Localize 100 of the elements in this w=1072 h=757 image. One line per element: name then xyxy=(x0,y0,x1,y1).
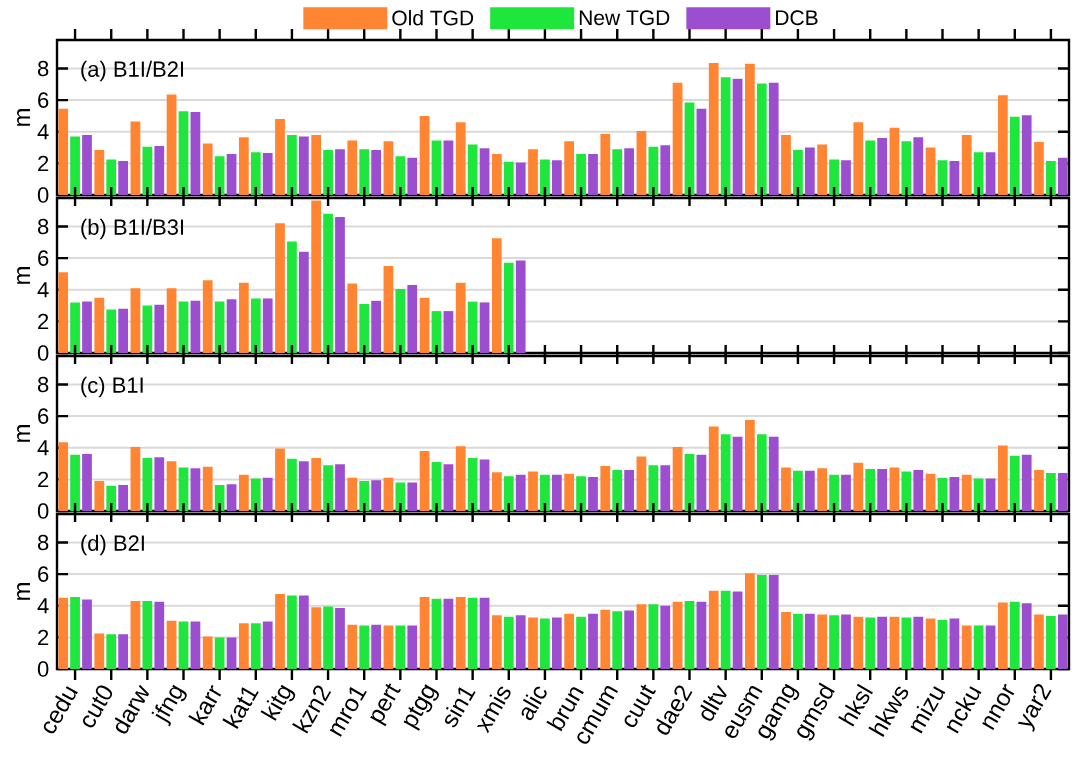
bar xyxy=(190,300,201,354)
bar xyxy=(323,465,333,512)
bar xyxy=(142,601,153,670)
bar xyxy=(226,153,237,196)
bar xyxy=(335,608,345,670)
bar xyxy=(515,615,526,670)
bar xyxy=(817,144,828,196)
bar xyxy=(865,469,876,512)
legend-label: DCB xyxy=(776,10,818,26)
bar xyxy=(166,94,177,196)
bar xyxy=(142,458,153,512)
bar xyxy=(455,446,466,512)
bar xyxy=(335,216,345,354)
bar xyxy=(82,134,92,196)
bar xyxy=(166,288,177,354)
bar xyxy=(106,159,117,196)
bar xyxy=(323,149,333,196)
bar xyxy=(311,607,322,670)
bar xyxy=(226,484,237,512)
bar xyxy=(937,619,948,670)
bar xyxy=(768,574,779,670)
bar xyxy=(528,149,538,196)
bar xyxy=(744,63,755,196)
bar xyxy=(540,474,550,512)
bar xyxy=(576,616,586,670)
x-tick-label: alic xyxy=(521,686,547,721)
bar xyxy=(419,297,430,354)
bar xyxy=(371,624,382,670)
bar xyxy=(708,590,719,670)
bar xyxy=(275,223,285,354)
bar xyxy=(142,146,153,196)
bar xyxy=(298,595,309,670)
bar xyxy=(1034,142,1044,196)
bar xyxy=(190,468,201,512)
bar xyxy=(672,82,683,196)
bar xyxy=(154,145,165,196)
x-tick-label: dltv xyxy=(700,684,727,721)
bar xyxy=(467,458,478,512)
bar xyxy=(925,618,936,670)
bar xyxy=(636,130,647,196)
bar xyxy=(1057,473,1068,512)
bar xyxy=(383,477,394,512)
y-tick-label: 2 xyxy=(38,629,49,646)
bar xyxy=(395,625,406,670)
bar xyxy=(1021,603,1032,670)
bar xyxy=(985,625,996,670)
bar xyxy=(913,469,924,512)
bar xyxy=(1057,614,1068,670)
bar xyxy=(443,140,454,196)
bar xyxy=(804,147,815,196)
bar xyxy=(1021,454,1032,512)
bar xyxy=(829,474,839,512)
bar xyxy=(865,617,876,670)
bar xyxy=(491,472,502,512)
bar xyxy=(58,272,69,354)
bar xyxy=(106,485,117,512)
bar xyxy=(804,613,815,670)
bar xyxy=(576,153,586,196)
bar xyxy=(973,152,984,196)
bar xyxy=(985,152,996,196)
bar xyxy=(407,482,418,512)
bar xyxy=(70,597,80,670)
bar xyxy=(94,633,105,670)
bar xyxy=(781,612,791,670)
bar xyxy=(491,153,502,196)
bar xyxy=(660,145,671,196)
bar xyxy=(479,597,490,670)
bar xyxy=(347,624,358,670)
bar xyxy=(636,604,647,670)
bar xyxy=(383,141,394,196)
bar xyxy=(1046,616,1056,670)
y-tick-label: 8 xyxy=(37,218,49,235)
bar xyxy=(467,144,478,196)
bar xyxy=(660,465,671,512)
y-tick-label: 8 xyxy=(37,376,49,393)
bar xyxy=(479,148,490,196)
bar xyxy=(696,454,707,512)
bar xyxy=(238,474,249,512)
text: (b) B1I/B3I xyxy=(81,218,184,240)
bar xyxy=(660,605,671,670)
bar xyxy=(262,621,273,670)
y-tick-label: 6 xyxy=(38,250,49,266)
bar xyxy=(973,625,984,670)
bar xyxy=(588,613,598,670)
bar xyxy=(154,457,165,512)
bar xyxy=(383,625,394,670)
bar xyxy=(359,625,370,670)
bar xyxy=(877,469,888,512)
bar xyxy=(503,262,514,354)
bar xyxy=(744,573,755,670)
bar xyxy=(612,469,623,512)
bar xyxy=(106,309,117,354)
bar xyxy=(889,127,900,196)
bar xyxy=(1009,116,1020,196)
bar xyxy=(756,434,767,512)
bar xyxy=(732,436,743,512)
y-tick-label: 0 xyxy=(37,187,49,203)
bar xyxy=(58,108,69,196)
bar xyxy=(250,298,261,354)
bar xyxy=(624,610,635,670)
